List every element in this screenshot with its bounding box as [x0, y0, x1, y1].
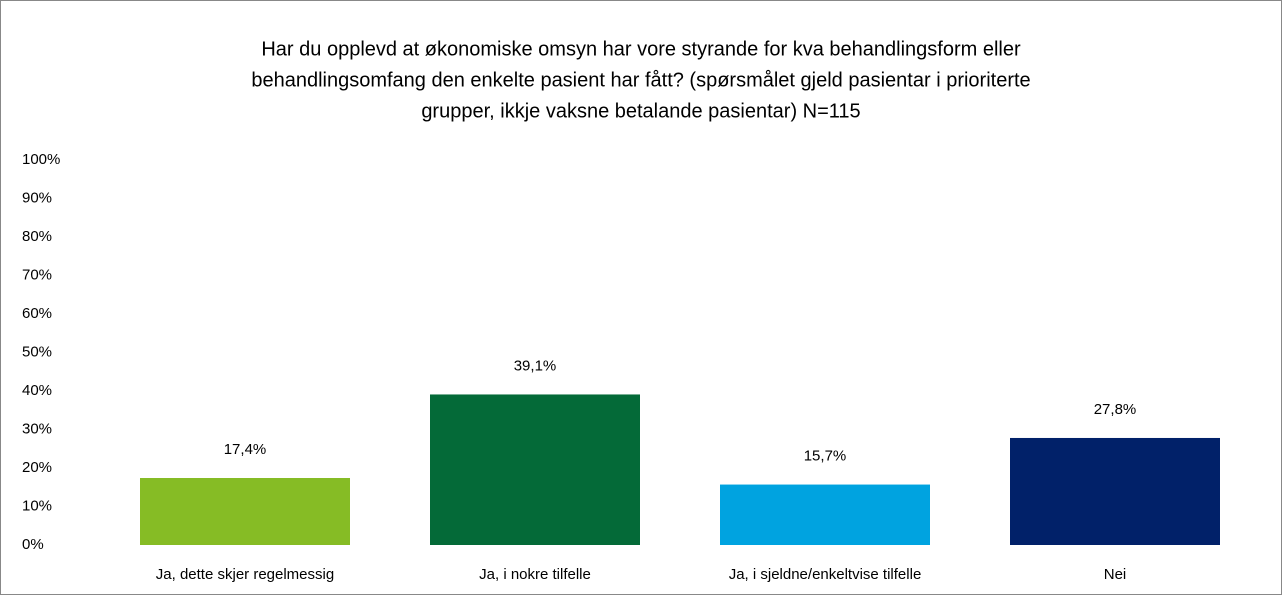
x-tick-label: Ja, i sjeldne/enkeltvise tilfelle	[729, 566, 922, 583]
y-tick-label: 80%	[22, 228, 52, 245]
data-label: 27,8%	[1094, 401, 1137, 418]
data-label: 17,4%	[224, 441, 267, 458]
y-tick-label: 40%	[22, 382, 52, 399]
bar	[140, 478, 350, 545]
x-tick-label: Ja, dette skjer regelmessig	[156, 566, 334, 583]
y-tick-label: 90%	[22, 189, 52, 206]
y-tick-label: 0%	[22, 536, 44, 553]
y-tick-label: 30%	[22, 420, 52, 437]
data-label: 15,7%	[804, 448, 847, 465]
bar	[720, 484, 930, 545]
y-tick-label: 60%	[22, 305, 52, 322]
chart-title: Har du opplevd at økonomiske omsyn har v…	[261, 38, 1021, 60]
bar	[1010, 437, 1220, 545]
y-tick-label: 20%	[22, 459, 52, 476]
chart-title: grupper, ikkje vaksne betalande pasienta…	[421, 100, 860, 122]
chart-title: behandlingsomfang den enkelte pasient ha…	[251, 69, 1030, 91]
y-tick-label: 100%	[22, 151, 60, 168]
x-tick-label: Nei	[1104, 566, 1127, 583]
x-tick-label: Ja, i nokre tilfelle	[479, 566, 591, 583]
y-tick-label: 70%	[22, 266, 52, 283]
data-label: 39,1%	[514, 357, 557, 374]
y-tick-label: 10%	[22, 497, 52, 514]
bar	[430, 394, 640, 545]
y-tick-label: 50%	[22, 343, 52, 360]
